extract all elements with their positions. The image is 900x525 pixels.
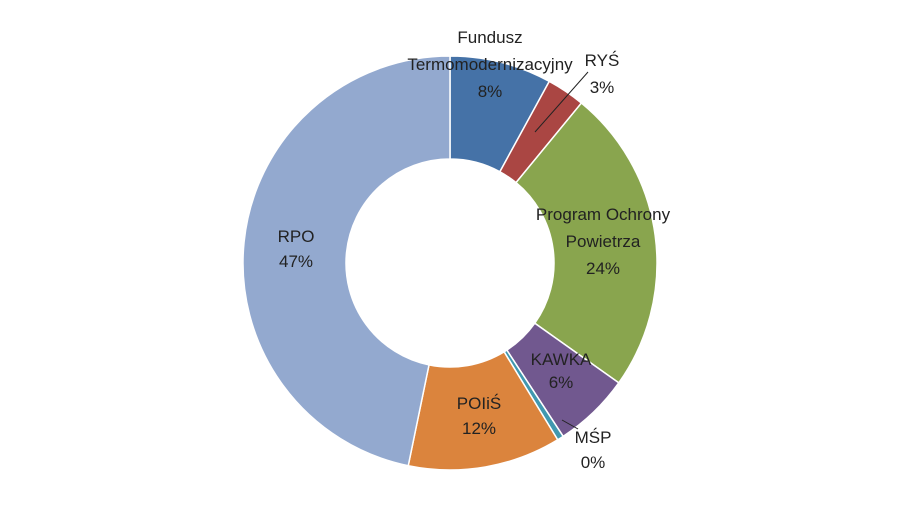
- slice-rpo: [242, 55, 451, 467]
- data-label-program-ochrony-powietrza: Program Ochrony Powietrza 24%: [536, 205, 671, 278]
- data-label-rpo: RPO 47%: [278, 227, 315, 271]
- slice-program-ochrony-powietrza: [514, 101, 658, 384]
- slices: [242, 55, 658, 471]
- leader-line-rys: [534, 71, 589, 133]
- data-label-kawka: KAWKA 6%: [531, 350, 592, 392]
- data-label-msp: MŚP 0%: [575, 428, 612, 472]
- data-label-rys: RYŚ 3%: [585, 51, 620, 97]
- data-labels: Fundusz Termomodernizacyjny 8% RYŚ 3% Program…: [278, 28, 671, 472]
- leader-line-msp: [561, 419, 579, 430]
- data-label-fundusz-termomodernizacyjny: Fundusz Termomodernizacyjny 8%: [407, 28, 573, 101]
- leader-lines: [534, 71, 589, 430]
- data-label-poiis: POIiŚ 12%: [457, 394, 501, 438]
